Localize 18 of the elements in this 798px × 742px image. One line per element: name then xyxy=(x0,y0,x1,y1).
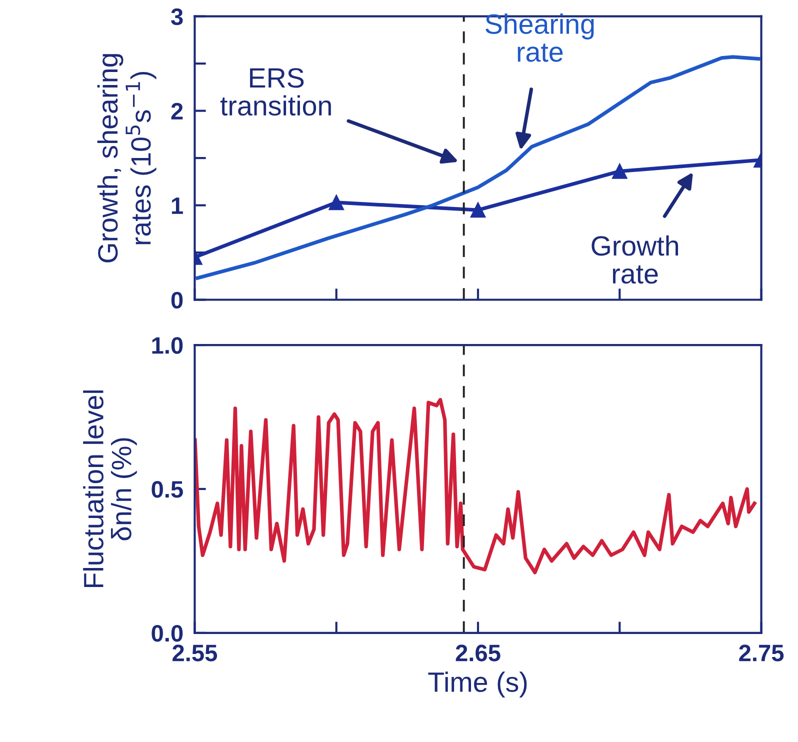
y-tick-label: 3 xyxy=(171,8,183,26)
y-axis-title: Fluctuation level δn/n (%) xyxy=(83,390,137,588)
y-tick-label: 0.0 xyxy=(152,624,183,642)
series-label: Shearing rate xyxy=(486,14,594,62)
x-axis-title: Time (s) xyxy=(428,672,527,698)
x-tick-label: 2.75 xyxy=(739,644,784,662)
y-tick-label: 2 xyxy=(171,102,183,120)
y-tick-label: 1.0 xyxy=(152,337,183,354)
series-label: Growth rate xyxy=(592,235,678,284)
point xyxy=(470,202,486,218)
line-series xyxy=(194,398,756,574)
y-tick-label: 1 xyxy=(172,198,183,214)
x-tick-label: 2.55 xyxy=(172,644,218,662)
annotation: ERS transition xyxy=(220,68,331,116)
y-axis-title: Growth, shearing rates (10$^{5}$s$^{−1}$) xyxy=(97,54,156,262)
y-tick-label: 0.5 xyxy=(152,481,183,498)
y-tick-label: 0 xyxy=(171,292,183,309)
x-tick-label: 2.65 xyxy=(456,644,500,662)
